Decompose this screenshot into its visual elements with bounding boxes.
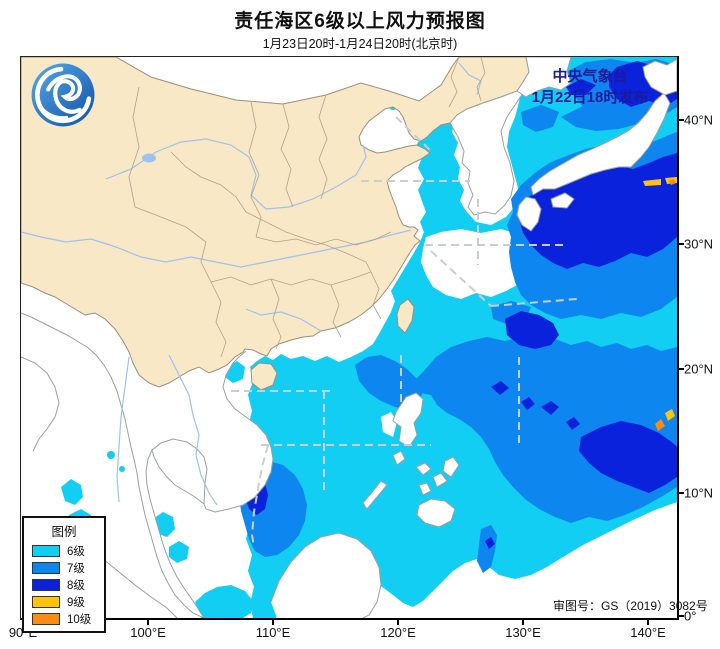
wind10-philippine-speck	[655, 419, 665, 431]
land-palawan	[362, 480, 388, 510]
land-shikoku	[550, 192, 575, 209]
lat-tick-30	[677, 243, 684, 245]
legend-swatch-6	[32, 544, 60, 557]
land-mindoro	[392, 450, 406, 466]
lat-tick-0	[677, 615, 684, 617]
logo-tail	[37, 102, 69, 119]
legend-swatch-7	[32, 561, 60, 574]
lat-label-10: 10°N	[684, 485, 714, 501]
wind9-japan-streak	[643, 177, 677, 186]
legend-swatch-8	[32, 578, 60, 591]
legend-item-10: 10级	[24, 610, 104, 627]
qinghai-lake	[142, 153, 156, 163]
legend-box: 图例 6级 7级 8级 9级 10级	[22, 516, 106, 633]
land-honshu	[530, 92, 671, 196]
lon-tick-110	[272, 618, 274, 625]
legend-swatch-10	[32, 612, 60, 625]
forecast-period: 1月23日20时-1月24日20时(北京时)	[262, 37, 458, 51]
land-kyushu	[516, 196, 542, 232]
china-taiwan	[396, 298, 415, 334]
land-mindanao	[416, 498, 456, 528]
logo-swirl	[46, 74, 82, 114]
lon-label-120: 120°E	[380, 625, 416, 640]
lat-label-40: 40°N	[684, 112, 714, 128]
lon-tick-100	[147, 618, 149, 625]
land-luzon	[392, 392, 424, 448]
map-review-number: 审图号：GS（2019）3082号	[553, 599, 708, 613]
map-canvas[interactable]	[20, 56, 679, 620]
legend-title: 图例	[51, 525, 77, 539]
legend-item-7: 7级	[24, 559, 104, 576]
land-korea	[449, 90, 524, 216]
issue-time: 1月22日18时发布	[531, 89, 649, 106]
lon-tick-130	[522, 618, 524, 625]
logo-ring	[35, 66, 92, 124]
lat-label-0: 0°	[684, 608, 697, 624]
land-hokkaido	[642, 58, 677, 96]
lat-tick-40	[677, 119, 684, 121]
lat-label-20: 20°N	[684, 361, 714, 377]
lakes	[142, 153, 156, 163]
lon-label-110: 110°E	[255, 625, 291, 640]
wind-layer-9	[643, 177, 677, 421]
issue-watermark: 中央气象台 1月22日18时发布	[500, 66, 680, 108]
wind8-philippine-core	[491, 381, 677, 493]
wind-layer-10	[655, 179, 676, 431]
land-visayas	[415, 456, 460, 496]
land-russia	[516, 57, 572, 98]
legend-swatch-9	[32, 595, 60, 608]
lon-tick-140	[647, 618, 649, 625]
china-hainan	[250, 362, 278, 391]
wind7-palawan-east	[477, 525, 497, 573]
lon-label-140: 140°E	[630, 625, 666, 640]
land-china	[21, 57, 530, 391]
province-borders	[128, 57, 486, 358]
wind10-japan-speck	[669, 179, 676, 185]
wind7-japan-sea-west	[521, 99, 666, 132]
rivers	[21, 62, 482, 506]
wind6-gulf-thailand	[153, 512, 253, 618]
legend-item-9: 9级	[24, 593, 104, 610]
lon-label-130: 130°E	[505, 625, 541, 640]
land-foreign	[362, 57, 677, 528]
cma-logo	[26, 58, 100, 132]
lon-tick-120	[397, 618, 399, 625]
lon-label-100: 100°E	[130, 625, 166, 640]
lat-tick-10	[677, 492, 684, 494]
lat-label-30: 30°N	[684, 236, 714, 252]
wind8-taiwan-ne	[505, 311, 559, 349]
issuer-name: 中央气象台	[552, 68, 628, 85]
map-svg	[21, 57, 677, 618]
no-wind-luzon-west	[381, 412, 397, 437]
wind8-palawan-speck	[485, 537, 495, 549]
zone-boundaries	[231, 116, 578, 548]
page-title: 责任海区6级以上风力预报图	[234, 11, 486, 32]
wind9-philippine-speck	[665, 409, 675, 421]
wind7-scs-north	[355, 355, 423, 409]
legend-item-6: 6级	[24, 542, 104, 559]
lat-tick-20	[677, 368, 684, 370]
legend-item-8: 8级	[24, 576, 104, 593]
